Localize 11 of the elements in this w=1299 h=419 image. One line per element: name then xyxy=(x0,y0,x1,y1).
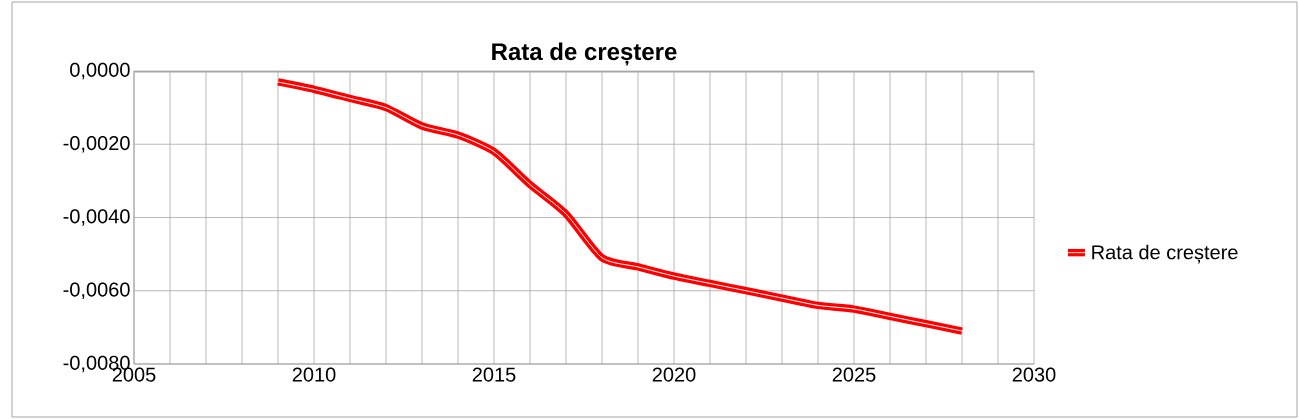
chart-title: Rata de creștere xyxy=(492,42,677,66)
x-tick-label: 2025 xyxy=(832,367,876,382)
y-tick-label: -0,0040 xyxy=(63,209,130,226)
x-tick-label: 2030 xyxy=(1012,367,1056,382)
x-tick-label: 2015 xyxy=(472,367,516,382)
legend-label: Rata de creștere xyxy=(1092,244,1238,264)
x-tick-label: 2020 xyxy=(652,367,696,382)
y-tick-label: -0,0060 xyxy=(63,282,130,299)
y-tick-label: -0,0020 xyxy=(63,135,130,153)
x-tick-label: 2010 xyxy=(292,367,336,382)
y-tick-label: 0,0000 xyxy=(70,62,130,80)
